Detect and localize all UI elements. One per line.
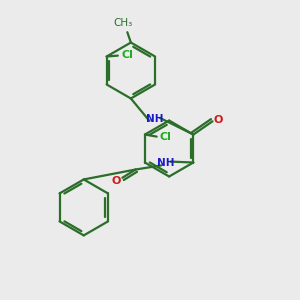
Text: O: O (111, 176, 121, 186)
Text: Cl: Cl (121, 50, 133, 60)
Text: NH: NH (157, 158, 175, 168)
Text: Cl: Cl (160, 133, 172, 142)
Text: CH₃: CH₃ (114, 18, 133, 28)
Text: NH: NH (146, 115, 164, 124)
Text: O: O (213, 115, 223, 125)
